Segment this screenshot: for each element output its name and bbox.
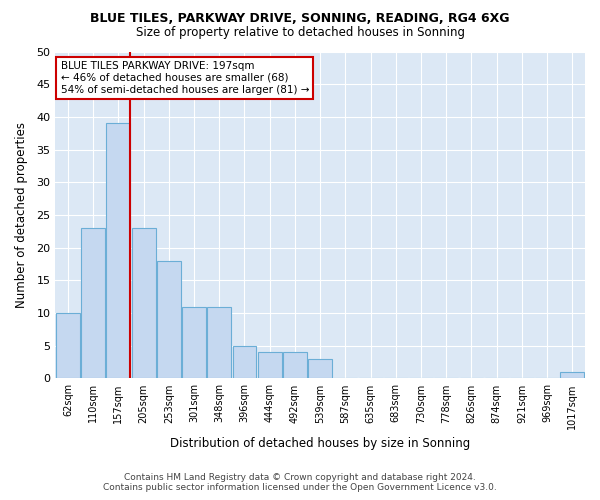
Bar [131,228,155,378]
Bar [81,228,105,378]
Bar [560,372,584,378]
Y-axis label: Number of detached properties: Number of detached properties [15,122,28,308]
Bar [182,306,206,378]
Bar [258,352,281,378]
Bar [56,313,80,378]
Text: Contains HM Land Registry data © Crown copyright and database right 2024.
Contai: Contains HM Land Registry data © Crown c… [103,473,497,492]
Bar [157,260,181,378]
Text: BLUE TILES, PARKWAY DRIVE, SONNING, READING, RG4 6XG: BLUE TILES, PARKWAY DRIVE, SONNING, READ… [90,12,510,26]
Bar [106,124,130,378]
Bar [207,306,231,378]
Text: Size of property relative to detached houses in Sonning: Size of property relative to detached ho… [136,26,464,39]
Bar [308,359,332,378]
Bar [233,346,256,378]
Text: BLUE TILES PARKWAY DRIVE: 197sqm
← 46% of detached houses are smaller (68)
54% o: BLUE TILES PARKWAY DRIVE: 197sqm ← 46% o… [61,62,309,94]
X-axis label: Distribution of detached houses by size in Sonning: Distribution of detached houses by size … [170,437,470,450]
Bar [283,352,307,378]
